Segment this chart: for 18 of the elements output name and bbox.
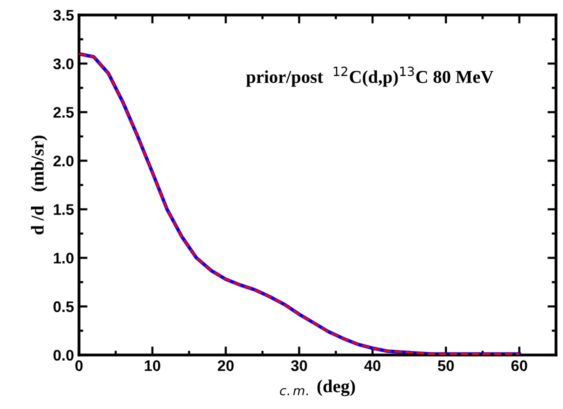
y-tick-label: 3.5	[53, 10, 74, 21]
y-tick-label: 3.0	[53, 58, 74, 70]
x-tick-label: 30	[291, 360, 308, 372]
x-tick-label: 0	[75, 360, 83, 372]
x-tick-label: 40	[364, 360, 380, 372]
y-tick-label: 2.0	[53, 156, 74, 166]
y-tick-label: 1.0	[54, 252, 74, 264]
y-tick-label: 2.5	[53, 107, 74, 118]
y-tick-label: 1.5	[54, 204, 74, 215]
y-axis-title: d /d (mb/sr)	[30, 136, 48, 234]
y-tick-label: 0.0	[54, 350, 74, 361]
x-axis-title: $_{c.m.}$ (deg)	[280, 380, 355, 396]
y-tick-label: 0.5	[54, 301, 74, 312]
x-tick-label: 10	[144, 360, 160, 372]
x-tick-label: 50	[438, 360, 454, 372]
x-tick-label: 60	[511, 360, 528, 372]
annotation: prior/post $^{12}$C(d,p)$^{13}$C 80 MeV	[246, 66, 494, 87]
x-tick-label: 20	[218, 360, 234, 372]
